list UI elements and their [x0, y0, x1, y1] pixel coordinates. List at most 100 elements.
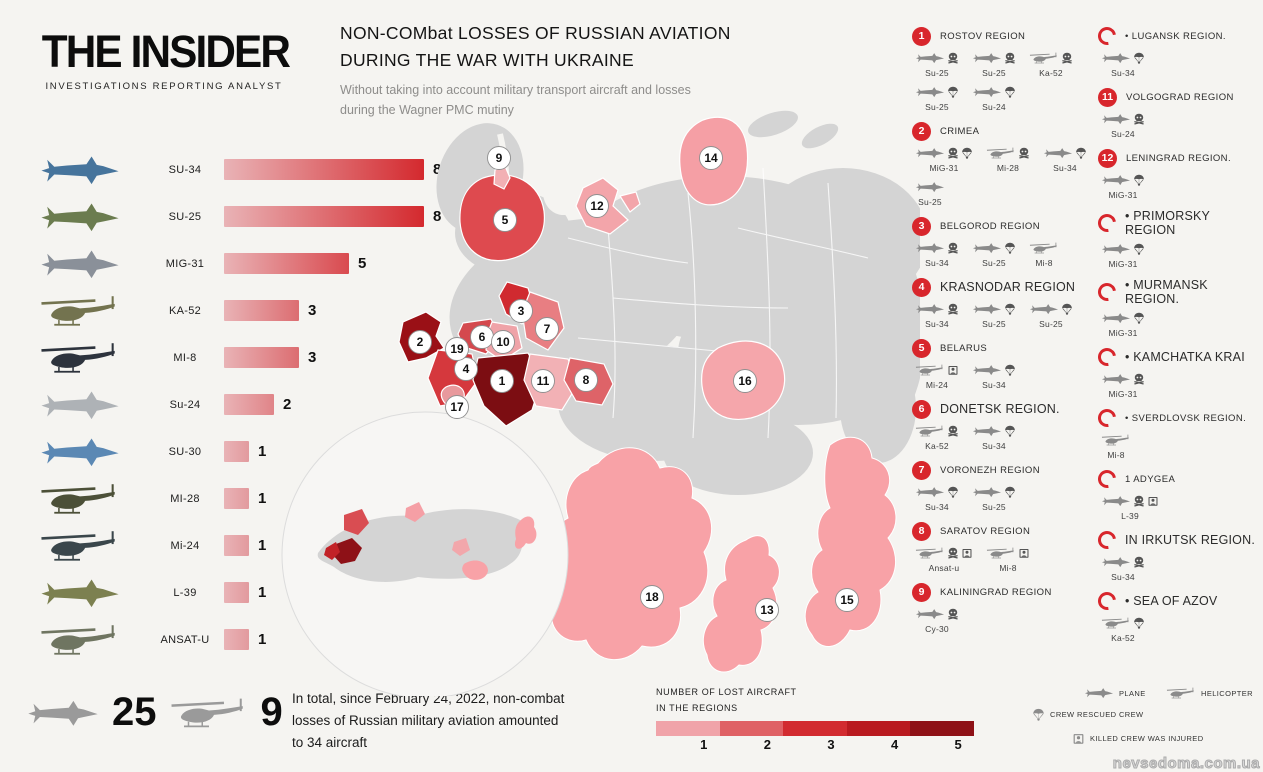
map-marker-11: 11 [531, 369, 555, 393]
region-number-badge: 1 [912, 26, 931, 46]
loss-count-value: 8 [433, 161, 442, 178]
map-marker-8: 8 [574, 368, 598, 392]
region-entry: 9 KALININGRAD REGION Cy-30 [912, 582, 1096, 634]
lost-aircraft-label: Mi-8 [1107, 450, 1125, 460]
aircraft-silhouette [14, 152, 146, 188]
plane-icon [1043, 145, 1073, 161]
scale-tick: 2 [763, 737, 771, 753]
lost-aircraft-label: Su-25 [918, 197, 942, 207]
regions-column-2: • LUGANSK REGION. Su-34 11 VOLGOGRAD REGION… [1094, 23, 1262, 652]
region-number-badge [1094, 405, 1120, 431]
parachute-icon [1004, 425, 1016, 437]
scale-legend-title-line1: NUMBER OF LOST AIRCRAFT [656, 687, 797, 697]
svg-text:17: 17 [450, 400, 464, 414]
chart-row: SU-34 8 [14, 146, 454, 193]
page-title-line2: DURING THE WAR WITH UKRAINE [340, 50, 634, 71]
skull-icon [947, 52, 959, 64]
aircraft-type-label: SU-25 [168, 210, 202, 223]
region-number-badge [1094, 279, 1120, 305]
helicopter-icon [28, 340, 132, 376]
lost-aircraft-item: Su-25 [972, 483, 1016, 512]
region-entry: 8 SARATOV REGION Ansat-u Mi-8 [912, 521, 1096, 573]
lost-aircraft-label: Su-24 [1111, 129, 1135, 139]
skull-icon [947, 425, 959, 437]
skull-icon [1061, 52, 1073, 64]
lost-aircraft-item: Su-24 [972, 83, 1016, 112]
plane-icon [972, 362, 1002, 378]
region-name: LENINGRAD REGION. [1126, 152, 1231, 164]
lost-aircraft-label: Mi-8 [999, 563, 1017, 573]
plane-icon [28, 387, 132, 423]
lost-aircraft-label: Su-25 [1039, 319, 1063, 329]
plane-icon [972, 423, 1002, 439]
plane-icon [972, 50, 1002, 66]
loss-count-bar [224, 300, 299, 321]
loss-count-value: 1 [258, 490, 267, 507]
aircraft-type-label: MI-28 [170, 492, 200, 505]
skull-icon [1004, 52, 1016, 64]
lost-aircraft-label: Mi-28 [996, 163, 1020, 173]
region-name: • SVERDLOVSK REGION. [1125, 412, 1247, 424]
loss-count-value: 1 [258, 631, 267, 648]
skull-icon [1133, 373, 1145, 385]
lost-aircraft-item: Su-25 [915, 49, 959, 78]
region-entry: • PRIMORSKY REGION MiG-31 [1094, 209, 1262, 269]
skull-icon [947, 547, 959, 559]
parachute-icon [961, 147, 973, 159]
region-name: • SEA OF AZOV [1125, 594, 1218, 608]
plane-icon [1084, 686, 1114, 700]
aircraft-silhouette [14, 434, 146, 470]
lost-aircraft-item: Su-25 [972, 300, 1016, 329]
map-marker-2: 2 [408, 330, 432, 354]
region-entry: • KAMCHATKA KRAI MiG-31 [1094, 344, 1262, 399]
aircraft-type-label: SU-30 [168, 445, 202, 458]
svg-text:15: 15 [840, 593, 854, 607]
lost-aircraft-label: Su-25 [982, 258, 1006, 268]
lost-aircraft-item: Su-34 [972, 361, 1016, 390]
map-marker-19: 19 [445, 337, 469, 361]
lost-aircraft-item: Su-34 [915, 483, 959, 512]
lost-aircraft-item: Su-34 [915, 300, 959, 329]
region-entry: • SVERDLOVSK REGION. Mi-8 [1094, 405, 1262, 460]
parachute-icon [1004, 242, 1016, 254]
aircraft-type-label: L-39 [173, 586, 197, 599]
loss-count-bar [224, 394, 274, 415]
scale-tick: 5 [954, 737, 962, 753]
helicopter-icon [28, 528, 132, 564]
map-far-east-regions [543, 436, 897, 673]
plane-icon [972, 484, 1002, 500]
region-entry: 6 DONETSK REGION. Ka-52 Su-34 [912, 399, 1096, 451]
lost-aircraft-label: Su-25 [982, 319, 1006, 329]
scale-legend: NUMBER OF LOST AIRCRAFT IN THE REGIONS 1… [656, 684, 974, 752]
region-name: IN IRKUTSK REGION. [1125, 533, 1256, 547]
chart-row: Su-24 2 [14, 381, 454, 428]
lost-aircraft-item: MiG-31 [1101, 370, 1145, 399]
legend-item-label: KILLED CREW WAS INJURED [1090, 734, 1204, 743]
skull-icon [947, 147, 959, 159]
aircraft-type-label: ANSAT-U [160, 633, 210, 646]
crew-casualty-icon [961, 547, 973, 559]
svg-text:16: 16 [738, 374, 752, 388]
crew-casualty-icon [1072, 732, 1085, 745]
region-entry: 4 KRASNODAR REGION Su-34 Su-25 Su-25 [912, 277, 1096, 329]
loss-count-value: 1 [258, 443, 267, 460]
svg-text:7: 7 [544, 322, 551, 336]
region-name: • LUGANSK REGION. [1125, 30, 1226, 42]
map-region-borders [567, 167, 869, 439]
lost-aircraft-item: Ansat-u [915, 544, 973, 573]
map-marker-18: 18 [640, 585, 664, 609]
region-entry: 5 BELARUS Mi-24 Su-34 [912, 338, 1096, 390]
map-marker-6: 6 [470, 325, 494, 349]
lost-aircraft-label: Su-25 [925, 68, 949, 78]
loss-count-bar [224, 206, 424, 227]
loss-count-value: 5 [358, 255, 367, 272]
region-name: BELGOROD REGION [940, 220, 1040, 232]
legend-item-helicopter: HELICOPTER [1166, 686, 1253, 700]
chart-row: SU-30 1 [14, 428, 454, 475]
aircraft-silhouette [14, 293, 146, 329]
svg-text:9: 9 [496, 151, 503, 165]
lost-aircraft-item: Ka-52 [1101, 614, 1145, 643]
aircraft-type-label: MIG-31 [165, 257, 205, 270]
map-marker-1: 1 [490, 369, 514, 393]
scale-tick-labels: 1 2 3 4 5 [672, 737, 990, 752]
